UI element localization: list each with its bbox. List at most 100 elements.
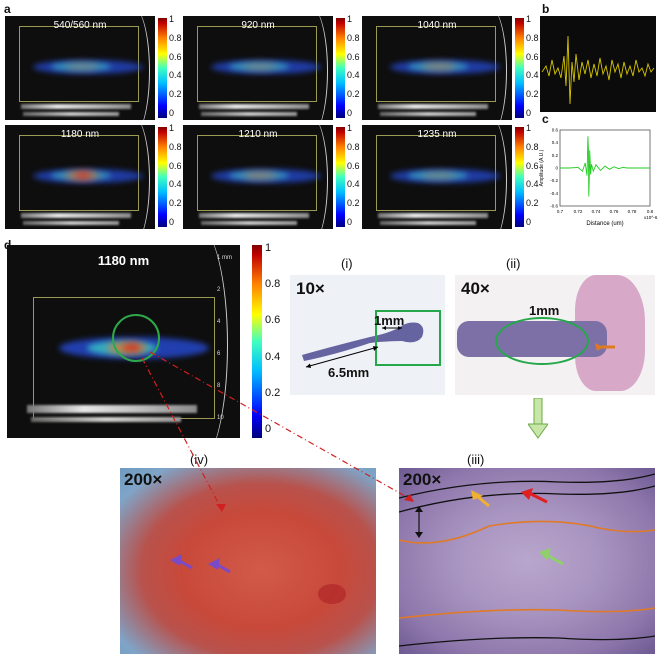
colorbar-tick: 0.2 (347, 198, 360, 209)
y-tick-label: 0.4 (552, 140, 559, 145)
colorbar-a (515, 127, 524, 227)
depth-tick: 8 (217, 383, 221, 389)
colorbar-tick: 0.8 (265, 278, 281, 291)
colorbar-tick: 0.6 (347, 51, 360, 62)
colorbar-tick: 0.4 (526, 70, 539, 81)
us-wavelength-label: 1210 nm (238, 129, 278, 140)
colorbar-tick: 0.2 (169, 198, 182, 209)
colorbar-tick: 0 (347, 217, 353, 227)
colorbar-tick: 0.4 (265, 350, 281, 363)
length-1mm: 1mm (374, 313, 405, 328)
colorbar-a (158, 18, 167, 118)
colorbar-tick: 0.2 (347, 89, 360, 100)
colorbar-tick: 0 (265, 423, 272, 435)
colorbar-tick: 0.8 (169, 141, 182, 152)
colorbar-tick: 0.2 (169, 89, 182, 100)
colorbar-tick: 0.8 (347, 141, 360, 152)
colorbar-tick: 0.4 (169, 179, 182, 190)
us-image-a: 1040 nm (362, 16, 512, 120)
colorbar-a (336, 127, 345, 227)
amplitude-chart: 0.7 0.72 0.74 0.76 0.78 0.8 0.6 0.4 0.2 0 -0.2 -0.4… (539, 128, 658, 228)
colorbar-d (252, 245, 262, 438)
sub-label-ii: (ii) (506, 256, 521, 271)
colorbar-tick: 0.6 (526, 160, 539, 171)
colorbar-tick: 0 (169, 108, 175, 118)
length-1mm-ii: 1mm (529, 303, 560, 318)
panel-label-c: c (542, 112, 549, 126)
roi-ellipse (495, 317, 589, 365)
y-tick-label: -0.2 (550, 178, 558, 183)
y-tick-label: -0.6 (550, 204, 558, 209)
photo-10x: 10× 1mm 6.5mm (290, 275, 445, 395)
colorbar-tick: 0.4 (347, 70, 360, 81)
photo-40x: 40× 1mm (455, 275, 655, 395)
colorbar-tick: 1 (526, 123, 532, 133)
colorbar-tick: 1 (526, 14, 532, 24)
colorbar-tick: 0 (526, 217, 532, 227)
us-image-a: 540/560 nm (5, 16, 155, 120)
red-arrow (521, 488, 533, 500)
colorbar-tick: 0 (347, 108, 353, 118)
sub-label-i: (i) (341, 256, 353, 271)
x-tick-label: 0.74 (592, 209, 601, 214)
colorbar-tick: 0.8 (526, 141, 539, 152)
y-tick-label: 0.2 (552, 153, 559, 158)
depth-tick: 6 (217, 351, 221, 357)
x-tick-label: 0.72 (574, 209, 583, 214)
colorbar-tick: 0.6 (526, 51, 539, 62)
y-tick-label: -0.4 (550, 191, 558, 196)
depth-tick: 10 (217, 415, 224, 421)
panel-label-b: b (542, 2, 550, 16)
us-wavelength-d: 1180 nm (97, 253, 150, 268)
y-axis-label: Amplitude (A.U.) (539, 149, 545, 186)
photo-200x-iv: 200× (120, 468, 376, 654)
length-6-5mm: 6.5mm (328, 365, 370, 380)
tissue-section-10x (302, 322, 424, 361)
colorbar-tick: 0 (169, 217, 175, 227)
x-multiplier: x10^-6 (644, 215, 658, 220)
signal-plot-b (540, 16, 656, 112)
colorbar-tick: 1 (347, 14, 353, 24)
colorbar-tick: 0.8 (526, 32, 539, 43)
colorbar-tick: 1 (347, 123, 353, 133)
colorbar-tick: 0.6 (169, 51, 182, 62)
us-image-a: 920 nm (183, 16, 333, 120)
panel-label-a: a (4, 2, 11, 16)
depth-ticks: 1 mm 2 4 6 8 10 (217, 253, 232, 423)
colorbar-tick: 0.4 (347, 179, 360, 190)
colorbar-tick: 0.4 (526, 179, 539, 190)
signal-trace-b (541, 35, 655, 105)
colorbar-tick: 0.6 (347, 160, 360, 171)
y-tick-label: 0 (555, 166, 558, 171)
us-wavelength-label: 1235 nm (417, 129, 457, 140)
us-image-a: 1180 nm (5, 125, 155, 229)
colorbar-tick: 0.6 (265, 314, 281, 327)
us-wavelength-label: 540/560 nm (53, 20, 107, 31)
roi-circle (112, 314, 160, 362)
yellow-arrow (471, 490, 483, 500)
sub-label-iv: (iv) (190, 452, 209, 467)
sub-label-iii: (iii) (467, 452, 485, 467)
colorbar-tick: 1 (265, 242, 272, 254)
down-arrow (528, 398, 548, 439)
colorbar-tick: 0.2 (526, 89, 539, 100)
mag-10x: 10× (296, 279, 325, 298)
x-tick-label: 0.76 (610, 209, 619, 214)
mag-40x: 40× (461, 279, 490, 298)
x-tick-label: 0.8 (647, 209, 654, 214)
us-image-a: 1210 nm (183, 125, 333, 229)
colorbar-a (515, 18, 524, 118)
colorbar-a (336, 18, 345, 118)
purple-arrow (170, 554, 182, 566)
amplitude-series (560, 136, 650, 197)
orange-arrow (595, 343, 603, 351)
colorbar-tick: 0 (526, 108, 532, 118)
x-tick-label: 0.78 (628, 209, 637, 214)
purple-arrow (208, 558, 220, 570)
colorbar-tick: 1 (169, 14, 175, 24)
photo-200x-iii: 200× (399, 468, 655, 654)
colorbar-a (158, 127, 167, 227)
colorbar-tick: 1 (169, 123, 175, 133)
colorbar-tick: 0.2 (265, 386, 281, 399)
depth-tick: 4 (217, 319, 221, 325)
